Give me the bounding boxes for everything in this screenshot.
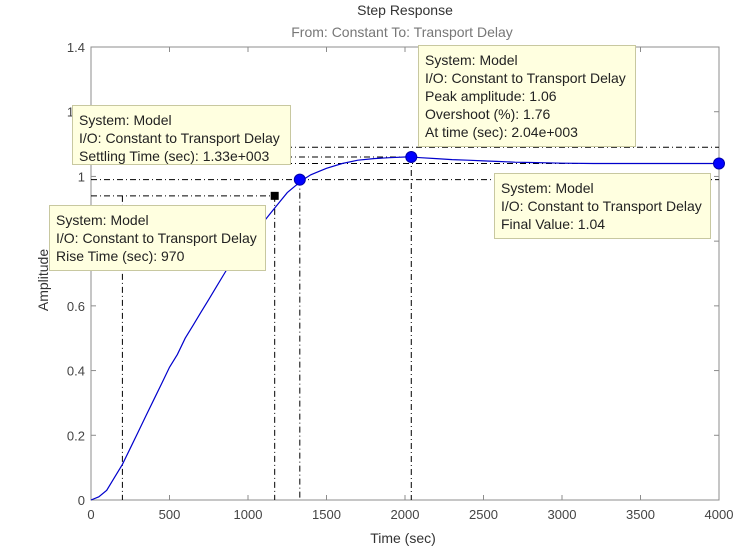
tooltip-io-label: I/O: Constant to Transport Delay: [501, 198, 702, 214]
tooltip-final-value[interactable]: System: Model I/O: Constant to Transport…: [494, 173, 711, 239]
tooltip-settling-time[interactable]: System: Model I/O: Constant to Transport…: [72, 105, 291, 165]
x-tick-label: 2500: [469, 507, 498, 522]
final-marker: [713, 157, 725, 170]
y-tick-label: 0.6: [67, 299, 85, 314]
x-tick-label: 4000: [705, 507, 734, 522]
tooltip-rise-time[interactable]: System: Model I/O: Constant to Transport…: [49, 205, 266, 271]
y-tick-label: 1.4: [67, 40, 85, 55]
settling-marker: [293, 173, 306, 186]
y-axis-label: Amplitude: [35, 249, 51, 311]
tooltip-peak[interactable]: System: Model I/O: Constant to Transport…: [418, 45, 636, 147]
peak-marker: [405, 151, 418, 164]
rise-marker: [270, 191, 279, 200]
x-tick-label: 3500: [626, 507, 655, 522]
chart-title: Step Response: [357, 2, 453, 18]
tooltip-io-label: I/O: Constant to Transport Delay: [56, 230, 257, 246]
x-tick-label: 500: [159, 507, 181, 522]
x-tick-label: 1500: [312, 507, 341, 522]
tooltip-overshoot: Overshoot (%): 1.76: [425, 106, 551, 122]
tooltip-rise-value: Rise Time (sec): 970: [56, 248, 185, 264]
tooltip-system-label: System: Model: [501, 180, 594, 196]
y-tick-label: 0: [78, 493, 85, 508]
chart-subtitle: From: Constant To: Transport Delay: [291, 24, 513, 40]
x-tick-label: 0: [87, 507, 94, 522]
tooltip-io-label: I/O: Constant to Transport Delay: [79, 130, 280, 146]
tooltip-io-label: I/O: Constant to Transport Delay: [425, 70, 626, 86]
tooltip-system-label: System: Model: [56, 212, 149, 228]
x-tick-label: 3000: [548, 507, 577, 522]
x-axis: 0 500 1000 1500 2000 2500 3000 3500 4000: [87, 47, 733, 522]
y-tick-label: 0.2: [67, 428, 85, 443]
x-tick-label: 1000: [234, 507, 263, 522]
tooltip-peak-amplitude: Peak amplitude: 1.06: [425, 88, 557, 104]
characteristic-markers: [270, 151, 725, 200]
tooltip-system-label: System: Model: [79, 112, 172, 128]
y-tick-label: 0.4: [67, 364, 85, 379]
x-tick-label: 2000: [391, 507, 420, 522]
x-axis-label: Time (sec): [370, 530, 436, 546]
tooltip-system-label: System: Model: [425, 52, 518, 68]
tooltip-settling-value: Settling Time (sec): 1.33e+003: [79, 148, 270, 164]
series-line: [90, 156, 719, 501]
y-tick-label: 1: [78, 169, 85, 184]
tooltip-peak-time: At time (sec): 2.04e+003: [425, 124, 578, 140]
tooltip-final-value-text: Final Value: 1.04: [501, 216, 606, 232]
